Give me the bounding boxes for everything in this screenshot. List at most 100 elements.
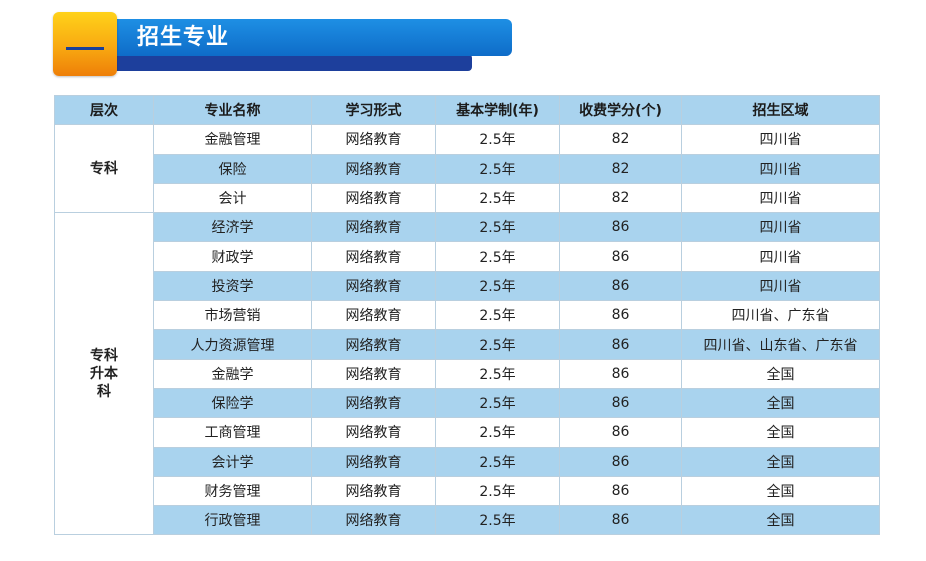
study-form-cell: 网络教育 (311, 153, 436, 184)
credits-cell: 82 (559, 124, 682, 155)
table-row: 市场营销 网络教育 2.5年 86 四川省、广东省 (55, 300, 880, 331)
region-cell: 四川省、广东省 (681, 300, 880, 331)
header-study-form: 学习形式 (311, 94, 436, 126)
table-row: 会计 网络教育 2.5年 82 四川省 (55, 182, 880, 214)
major-name-cell: 投资学 (153, 270, 312, 302)
region-cell: 四川省 (681, 124, 880, 155)
section-number (66, 47, 104, 50)
study-form-cell: 网络教育 (311, 182, 436, 214)
region-cell: 全国 (681, 446, 880, 477)
study-form-cell: 网络教育 (311, 475, 436, 507)
duration-cell: 2.5年 (435, 124, 560, 155)
study-form-cell: 网络教育 (311, 387, 436, 419)
header-duration: 基本学制(年) (435, 94, 560, 126)
table-row: 保险学 网络教育 2.5年 86 全国 (55, 387, 880, 419)
duration-cell: 2.5年 (435, 358, 560, 389)
region-cell: 四川省 (681, 270, 880, 302)
region-cell: 四川省 (681, 182, 880, 214)
region-cell: 四川省 (681, 153, 880, 184)
major-name-cell: 会计 (153, 182, 312, 214)
region-cell: 全国 (681, 387, 880, 419)
duration-cell: 2.5年 (435, 153, 560, 184)
credits-cell: 86 (559, 417, 682, 448)
region-cell: 四川省 (681, 212, 880, 243)
study-form-cell: 网络教育 (311, 505, 436, 536)
table-header-row: 层次 专业名称 学习形式 基本学制(年) 收费学分(个) 招生区域 (54, 94, 880, 126)
banner-bar (100, 19, 512, 56)
table-row: 人力资源管理 网络教育 2.5年 86 四川省、山东省、广东省 (55, 329, 880, 360)
credits-cell: 86 (559, 212, 682, 243)
banner-shadow-stripe (116, 54, 472, 71)
major-name-cell: 市场营销 (153, 300, 312, 331)
credits-cell: 86 (559, 505, 682, 536)
major-name-cell: 会计学 (153, 446, 312, 477)
credits-cell: 86 (559, 446, 682, 477)
section-title: 招生专业 (137, 25, 230, 50)
table-row: 财务管理 网络教育 2.5年 86 全国 (55, 475, 880, 507)
major-name-cell: 金融管理 (153, 124, 312, 155)
duration-cell: 2.5年 (435, 329, 560, 360)
study-form-cell: 网络教育 (311, 270, 436, 302)
study-form-cell: 网络教育 (311, 329, 436, 360)
region-cell: 四川省 (681, 241, 880, 272)
duration-cell: 2.5年 (435, 212, 560, 243)
table-row: 金融学 网络教育 2.5年 86 全国 (55, 358, 880, 389)
header-region: 招生区域 (681, 94, 880, 126)
duration-cell: 2.5年 (435, 270, 560, 302)
duration-cell: 2.5年 (435, 446, 560, 477)
duration-cell: 2.5年 (435, 241, 560, 272)
table-row: 专科 金融管理 网络教育 2.5年 82 四川省 (54, 124, 880, 214)
duration-cell: 2.5年 (435, 475, 560, 507)
duration-cell: 2.5年 (435, 182, 560, 214)
study-form-cell: 网络教育 (311, 124, 436, 155)
credits-cell: 82 (559, 182, 682, 214)
credits-cell: 86 (559, 300, 682, 331)
credits-cell: 86 (559, 241, 682, 272)
table-row: 工商管理 网络教育 2.5年 86 全国 (55, 417, 880, 448)
header-credits: 收费学分(个) (559, 94, 682, 126)
header-level: 层次 (54, 94, 154, 126)
level-label: 专科升本科 (90, 347, 118, 400)
major-name-cell: 金融学 (153, 358, 312, 389)
credits-cell: 86 (559, 358, 682, 389)
duration-cell: 2.5年 (435, 387, 560, 419)
study-form-cell: 网络教育 (311, 241, 436, 272)
duration-cell: 2.5年 (435, 505, 560, 536)
major-name-cell: 人力资源管理 (153, 329, 312, 360)
table-row: 保险 网络教育 2.5年 82 四川省 (55, 153, 880, 184)
study-form-cell: 网络教育 (311, 417, 436, 448)
majors-table: 层次 专业名称 学习形式 基本学制(年) 收费学分(个) 招生区域 专科 金融管… (54, 94, 880, 536)
major-name-cell: 保险学 (153, 387, 312, 419)
study-form-cell: 网络教育 (311, 212, 436, 243)
major-name-cell: 工商管理 (153, 417, 312, 448)
duration-cell: 2.5年 (435, 300, 560, 331)
study-form-cell: 网络教育 (311, 446, 436, 477)
major-name-cell: 经济学 (153, 212, 312, 243)
credits-cell: 86 (559, 475, 682, 507)
table-row: 投资学 网络教育 2.5年 86 四川省 (55, 270, 880, 302)
study-form-cell: 网络教育 (311, 358, 436, 389)
region-cell: 四川省、山东省、广东省 (681, 329, 880, 360)
region-cell: 全国 (681, 505, 880, 536)
major-name-cell: 保险 (153, 153, 312, 184)
credits-cell: 86 (559, 387, 682, 419)
duration-cell: 2.5年 (435, 417, 560, 448)
section-number-badge (53, 12, 117, 76)
level-cell-upgrade-bachelor: 专科升本科 (54, 212, 154, 536)
level-cell-junior-college: 专科 (54, 124, 154, 214)
table-row: 专科升本科 经济学 网络教育 2.5年 86 四川省 (54, 212, 880, 536)
table-row: 财政学 网络教育 2.5年 86 四川省 (55, 241, 880, 272)
credits-cell: 86 (559, 270, 682, 302)
major-name-cell: 财政学 (153, 241, 312, 272)
table-row: 会计学 网络教育 2.5年 86 全国 (55, 446, 880, 477)
major-name-cell: 行政管理 (153, 505, 312, 536)
region-cell: 全国 (681, 475, 880, 507)
region-cell: 全国 (681, 358, 880, 389)
header-major-name: 专业名称 (153, 94, 312, 126)
region-cell: 全国 (681, 417, 880, 448)
study-form-cell: 网络教育 (311, 300, 436, 331)
credits-cell: 82 (559, 153, 682, 184)
table-row: 行政管理 网络教育 2.5年 86 全国 (55, 505, 880, 536)
major-name-cell: 财务管理 (153, 475, 312, 507)
credits-cell: 86 (559, 329, 682, 360)
